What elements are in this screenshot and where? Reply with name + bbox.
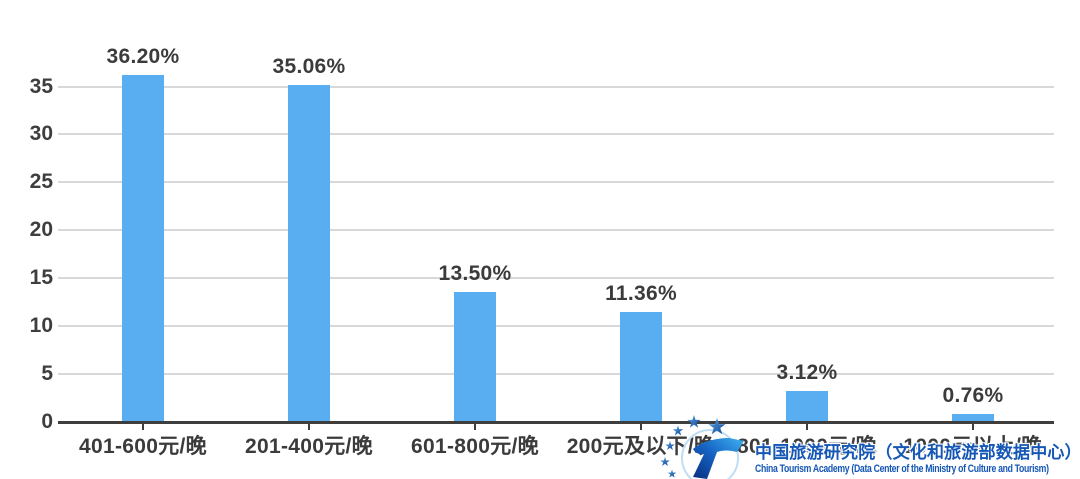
x-axis-label: 1000元以上/晚 <box>903 435 1043 458</box>
axis-tick <box>142 424 144 430</box>
china-tourism-academy-logo-icon <box>660 415 744 479</box>
bar <box>288 85 330 421</box>
x-axis-label: 801-1000元/晚 <box>737 435 877 458</box>
watermark: 中国旅游研究院（文化和旅游部数据中心） China Tourism Academ… <box>650 398 1080 479</box>
bar-value-label: 3.12% <box>776 361 838 384</box>
bar-value-label: 35.06% <box>272 55 346 78</box>
x-axis-label: 601-800元/晚 <box>411 435 539 458</box>
gridline <box>58 133 1054 136</box>
y-axis-label: 5 <box>41 361 53 385</box>
y-axis-label: 15 <box>29 265 53 289</box>
x-axis-label: 401-600元/晚 <box>79 435 207 458</box>
x-axis-label: 200元及以下/晚 <box>566 435 716 458</box>
y-axis-label: 20 <box>29 218 53 242</box>
axis-tick <box>474 424 476 430</box>
gridline <box>58 181 1054 184</box>
watermark-cn-text: 中国旅游研究院（文化和旅游部数据中心） <box>755 443 1080 462</box>
logo-t-glyph <box>693 438 744 479</box>
gridline <box>58 324 1054 327</box>
bar-value-label: 11.36% <box>605 282 677 305</box>
axis-tick <box>972 424 974 430</box>
gridline <box>58 229 1054 232</box>
logo-stars <box>660 415 726 478</box>
bar <box>454 292 496 421</box>
x-axis-line <box>58 421 1054 424</box>
watermark-en-text: China Tourism Academy (Data Center of th… <box>755 463 1049 475</box>
y-axis-label: 0 <box>41 409 53 433</box>
axis-tick <box>806 424 808 430</box>
bar <box>620 312 662 421</box>
bar <box>952 414 994 421</box>
axis-tick <box>308 424 310 430</box>
y-axis-label: 35 <box>29 74 53 98</box>
bar <box>122 75 164 421</box>
x-axis-label: 201-400元/晚 <box>245 435 373 458</box>
gridline <box>58 372 1054 375</box>
gridline <box>58 85 1054 88</box>
bar-value-label: 0.76% <box>942 384 1004 407</box>
logo-ring <box>681 429 739 479</box>
gridline <box>58 276 1054 279</box>
y-axis-label: 30 <box>29 122 53 146</box>
bar-value-label: 13.50% <box>438 262 512 285</box>
bar <box>786 391 828 421</box>
axis-tick <box>640 424 642 430</box>
y-axis-label: 25 <box>29 170 53 194</box>
y-axis-label: 10 <box>29 313 53 337</box>
bar-value-label: 36.20% <box>106 45 180 68</box>
